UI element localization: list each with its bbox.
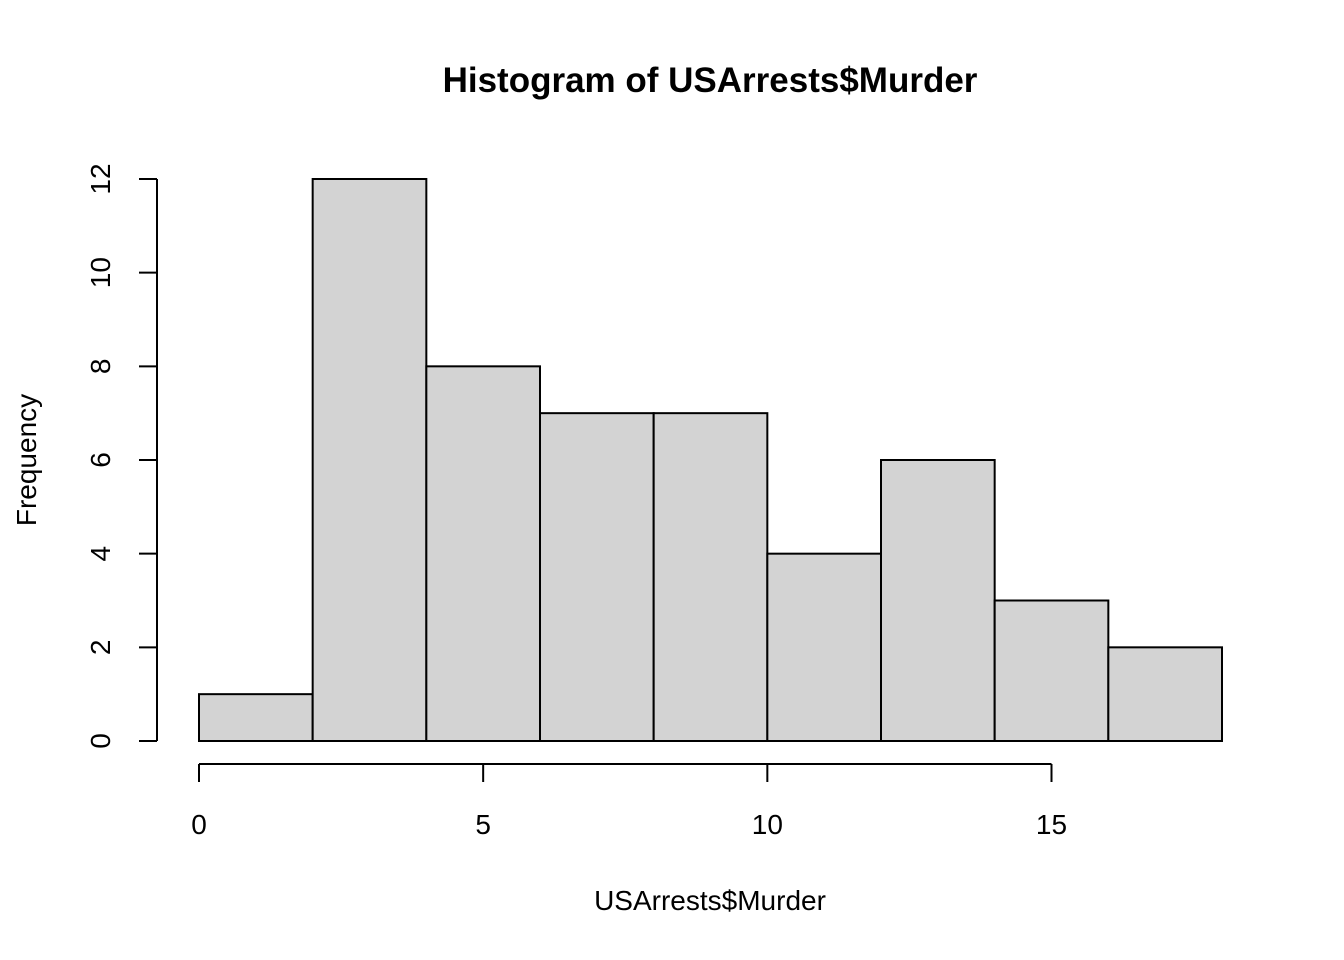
histogram-bar: [311, 178, 428, 742]
x-tick-label: 15: [1036, 809, 1067, 840]
y-tick-label: 2: [85, 640, 116, 656]
histogram-bar: [993, 599, 1110, 742]
bars: [198, 178, 1224, 743]
y-axis-label: Frequency: [11, 394, 42, 526]
x-tick-label: 5: [475, 809, 491, 840]
y-tick-label: 0: [85, 733, 116, 749]
histogram-bar: [425, 365, 542, 742]
y-tick-label: 4: [85, 546, 116, 562]
histogram-bar: [539, 412, 655, 742]
x-axis-label: USArrests$Murder: [594, 885, 826, 916]
histogram-bar: [652, 412, 769, 742]
y-tick-label: 12: [85, 163, 116, 194]
x-tick-label: 10: [752, 809, 783, 840]
histogram-bar: [198, 693, 314, 743]
y-tick-label: 10: [85, 257, 116, 288]
y-tick-label: 6: [85, 452, 116, 468]
y-axis: 0 2 4 6 8 10 12: [85, 163, 158, 749]
histogram-bar: [880, 459, 996, 742]
chart-title: Histogram of USArrests$Murder: [443, 61, 978, 100]
x-tick-label: 0: [191, 809, 207, 840]
x-axis: 0 5 10 15: [191, 763, 1067, 840]
histogram-bar: [1107, 646, 1224, 742]
histogram-bar: [766, 552, 882, 743]
y-tick-label: 8: [85, 359, 116, 375]
